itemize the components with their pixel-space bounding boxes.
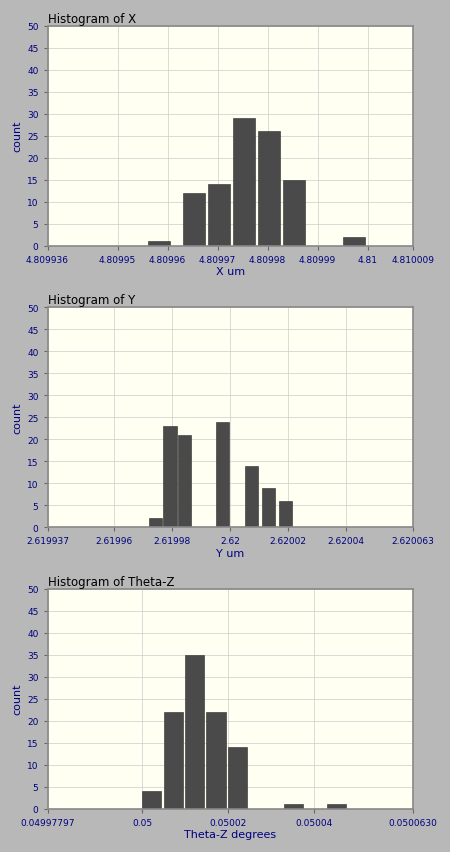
Bar	[343, 238, 365, 246]
Bar	[149, 519, 162, 527]
X-axis label: Y um: Y um	[216, 549, 244, 558]
Bar	[178, 435, 191, 527]
Bar	[142, 791, 162, 809]
Bar	[207, 185, 230, 246]
Bar	[163, 427, 176, 527]
Bar	[163, 712, 183, 809]
Bar	[233, 119, 255, 246]
Bar	[228, 747, 247, 809]
Bar	[283, 181, 305, 246]
Bar	[245, 466, 258, 527]
Bar	[185, 655, 204, 809]
X-axis label: X um: X um	[216, 268, 245, 277]
Bar	[216, 422, 229, 527]
Bar	[284, 804, 303, 809]
Bar	[279, 501, 292, 527]
Bar	[262, 488, 275, 527]
Bar	[327, 804, 346, 809]
Bar	[148, 242, 170, 246]
Text: Histogram of Y: Histogram of Y	[48, 294, 135, 307]
Y-axis label: count: count	[13, 683, 23, 715]
Y-axis label: count: count	[13, 402, 23, 434]
Bar	[183, 193, 205, 246]
X-axis label: Theta-Z degrees: Theta-Z degrees	[184, 830, 276, 839]
Bar	[207, 712, 226, 809]
Y-axis label: count: count	[13, 121, 23, 153]
Bar	[258, 132, 280, 246]
Text: Histogram of Theta-Z: Histogram of Theta-Z	[48, 575, 174, 588]
Text: Histogram of X: Histogram of X	[48, 13, 135, 26]
